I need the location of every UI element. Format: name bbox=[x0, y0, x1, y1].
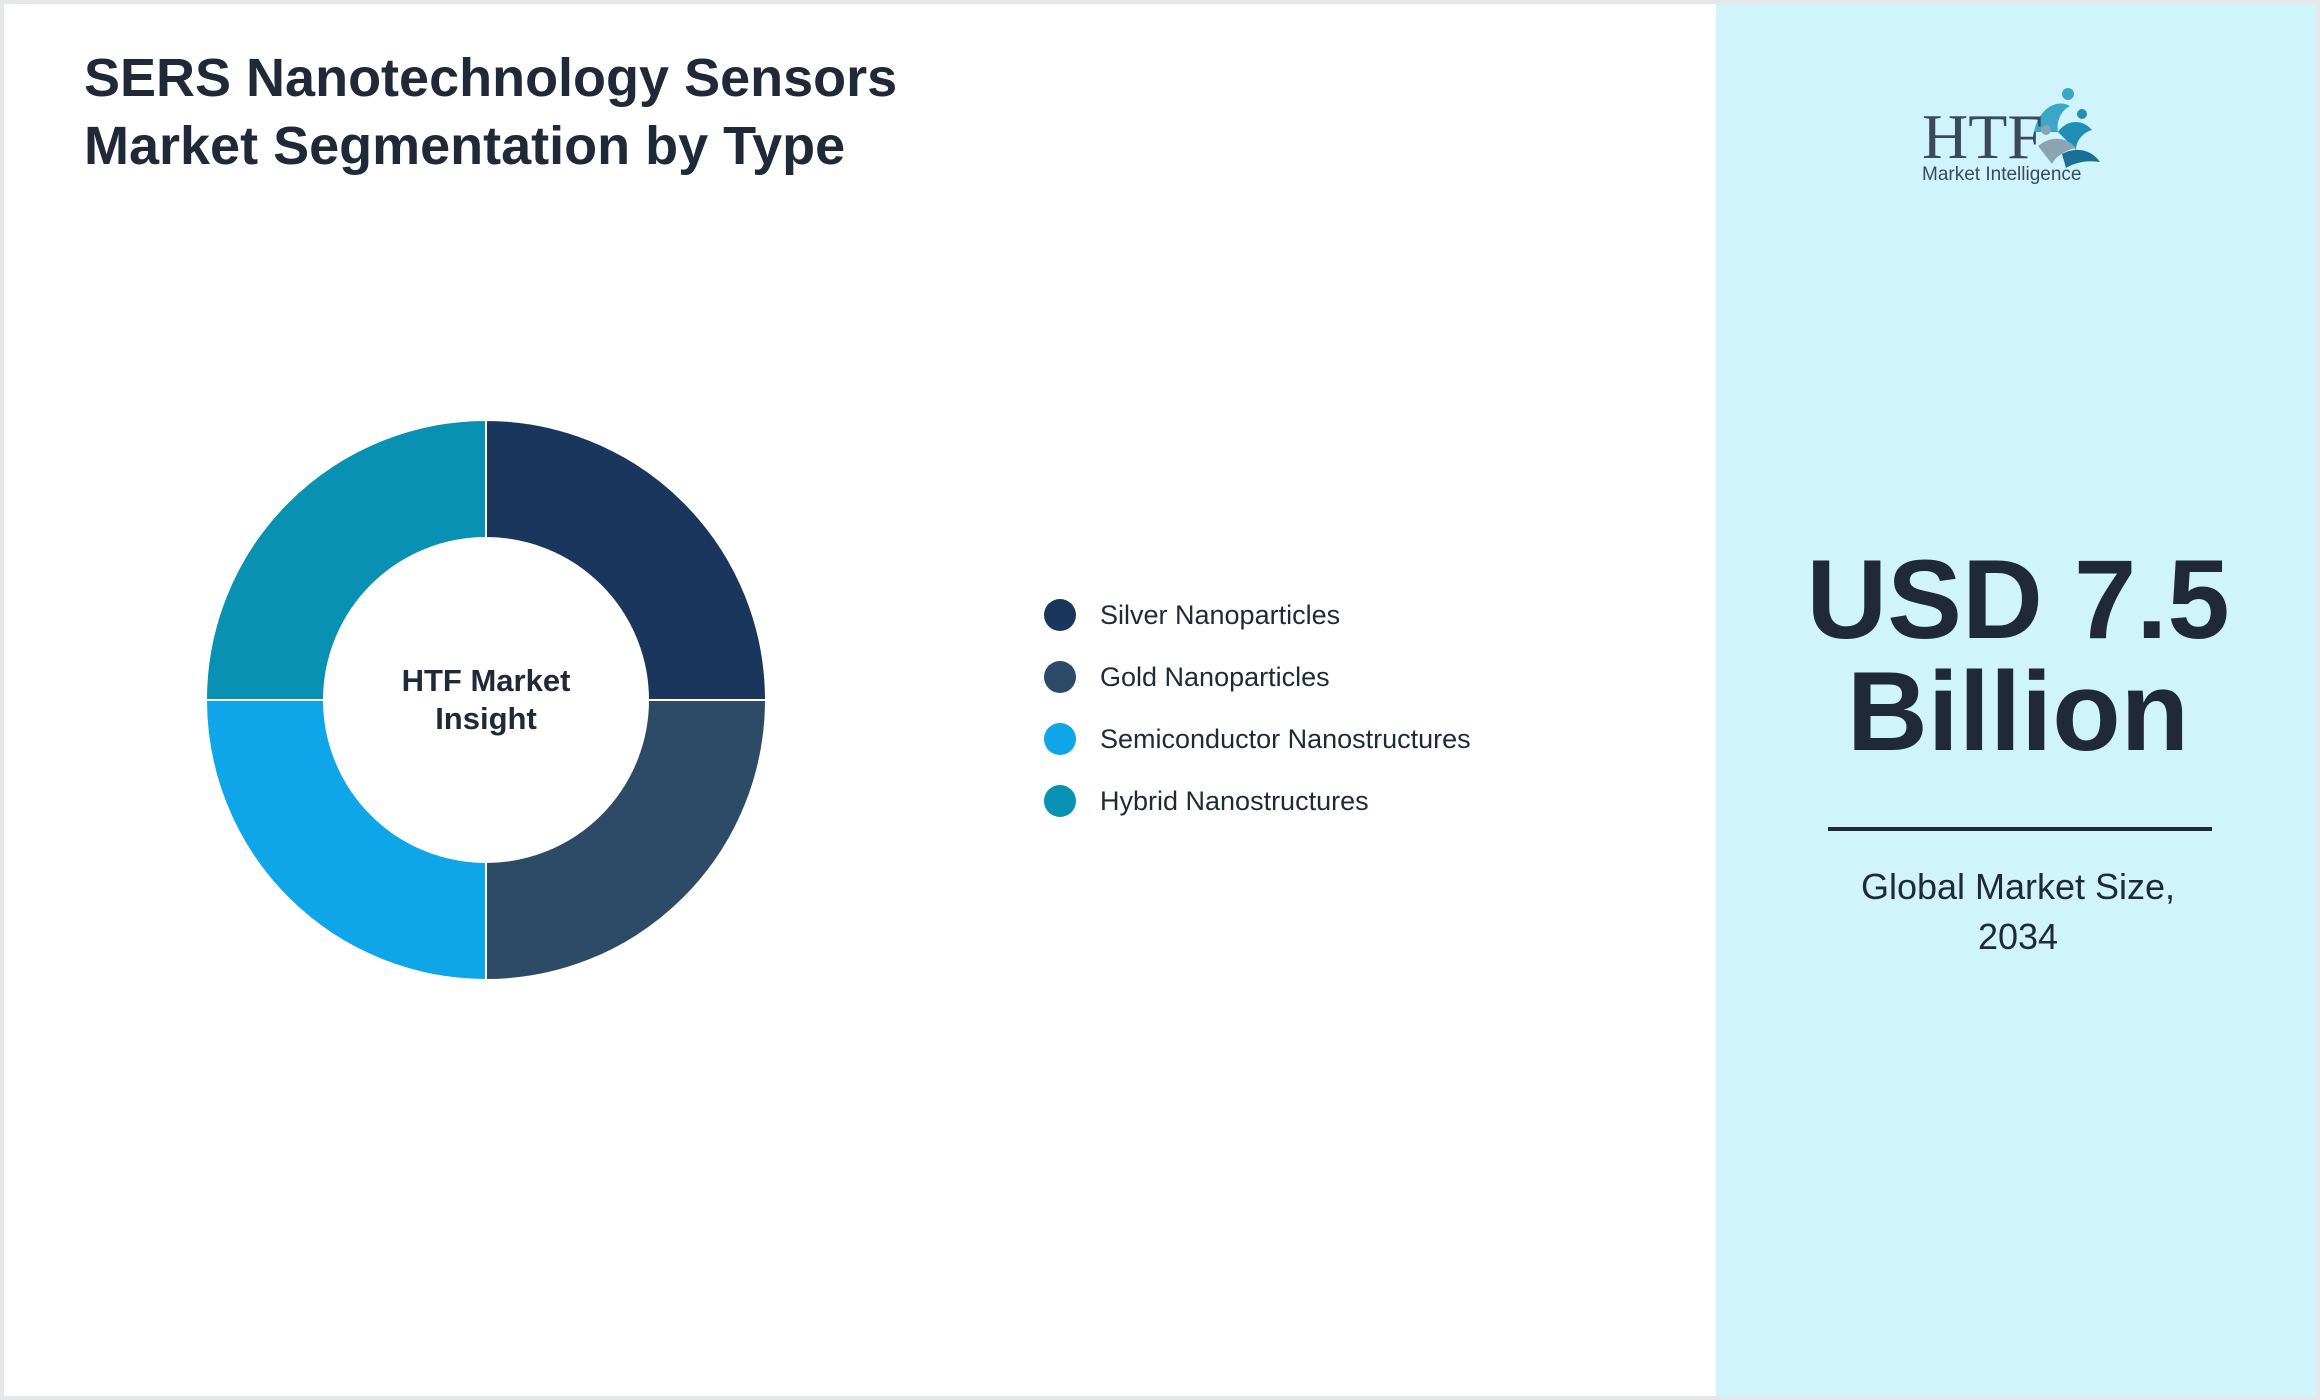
legend-label: Silver Nanoparticles bbox=[1100, 599, 1341, 630]
legend-swatch bbox=[1044, 661, 1076, 693]
htf-logo: HTF Market Intelligence bbox=[1916, 80, 2106, 190]
legend-item-hybrid-nanostructures: Hybrid Nanostructures bbox=[1044, 770, 1471, 832]
htf-logo-icon: HTF Market Intelligence bbox=[1922, 88, 2100, 185]
donut-chart: HTF Market Insight bbox=[204, 418, 768, 982]
donut-slice-hybrid-nanostructures bbox=[204, 418, 487, 701]
legend-item-semiconductor-nanostructures: Semiconductor Nanostructures bbox=[1044, 708, 1471, 770]
chart-title-line-2: Market Segmentation by Type bbox=[84, 116, 846, 176]
donut-slice-semiconductor-nanostructures bbox=[204, 699, 487, 982]
legend-item-gold-nanoparticles: Gold Nanoparticles bbox=[1044, 646, 1471, 708]
donut-slice-silver-nanoparticles bbox=[485, 418, 768, 701]
chart-legend: Silver Nanoparticles Gold Nanoparticles Se… bbox=[1044, 584, 1471, 832]
svg-text:Market Intelligence: Market Intelligence bbox=[1922, 164, 2081, 185]
donut-chart-svg bbox=[204, 418, 768, 982]
legend-item-silver-nanoparticles: Silver Nanoparticles bbox=[1044, 584, 1471, 646]
market-size-caption-line-2: 2034 bbox=[1977, 916, 2059, 957]
legend-label: Semiconductor Nanostructures bbox=[1100, 723, 1471, 754]
donut-slice-gold-nanoparticles bbox=[485, 699, 768, 982]
market-size-panel: HTF Market Intelligence USD 7.5 Billion … bbox=[1716, 4, 2316, 1396]
legend-swatch bbox=[1044, 599, 1076, 631]
market-size-value-line-1: USD 7.5 bbox=[1806, 537, 2230, 662]
legend-label: Gold Nanoparticles bbox=[1100, 661, 1330, 692]
chart-title-line-1: SERS Nanotechnology Sensors bbox=[84, 48, 898, 108]
market-size-caption-line-1: Global Market Size, bbox=[1860, 866, 2176, 907]
chart-panel: SERS Nanotechnology Sensors Market Segme… bbox=[4, 4, 1716, 1396]
market-size-value: USD 7.5 Billion bbox=[1716, 537, 2316, 774]
logo-figures-icon bbox=[2034, 88, 2100, 168]
chart-title: SERS Nanotechnology Sensors Market Segme… bbox=[84, 44, 1184, 180]
legend-label: Hybrid Nanostructures bbox=[1100, 785, 1369, 816]
svg-text:HTF: HTF bbox=[1922, 101, 2043, 172]
market-size-caption: Global Market Size, 2034 bbox=[1716, 862, 2316, 962]
market-size-value-line-2: Billion bbox=[1846, 649, 2190, 774]
legend-swatch bbox=[1044, 723, 1076, 755]
market-size-divider bbox=[1828, 827, 2212, 831]
legend-swatch bbox=[1044, 785, 1076, 817]
